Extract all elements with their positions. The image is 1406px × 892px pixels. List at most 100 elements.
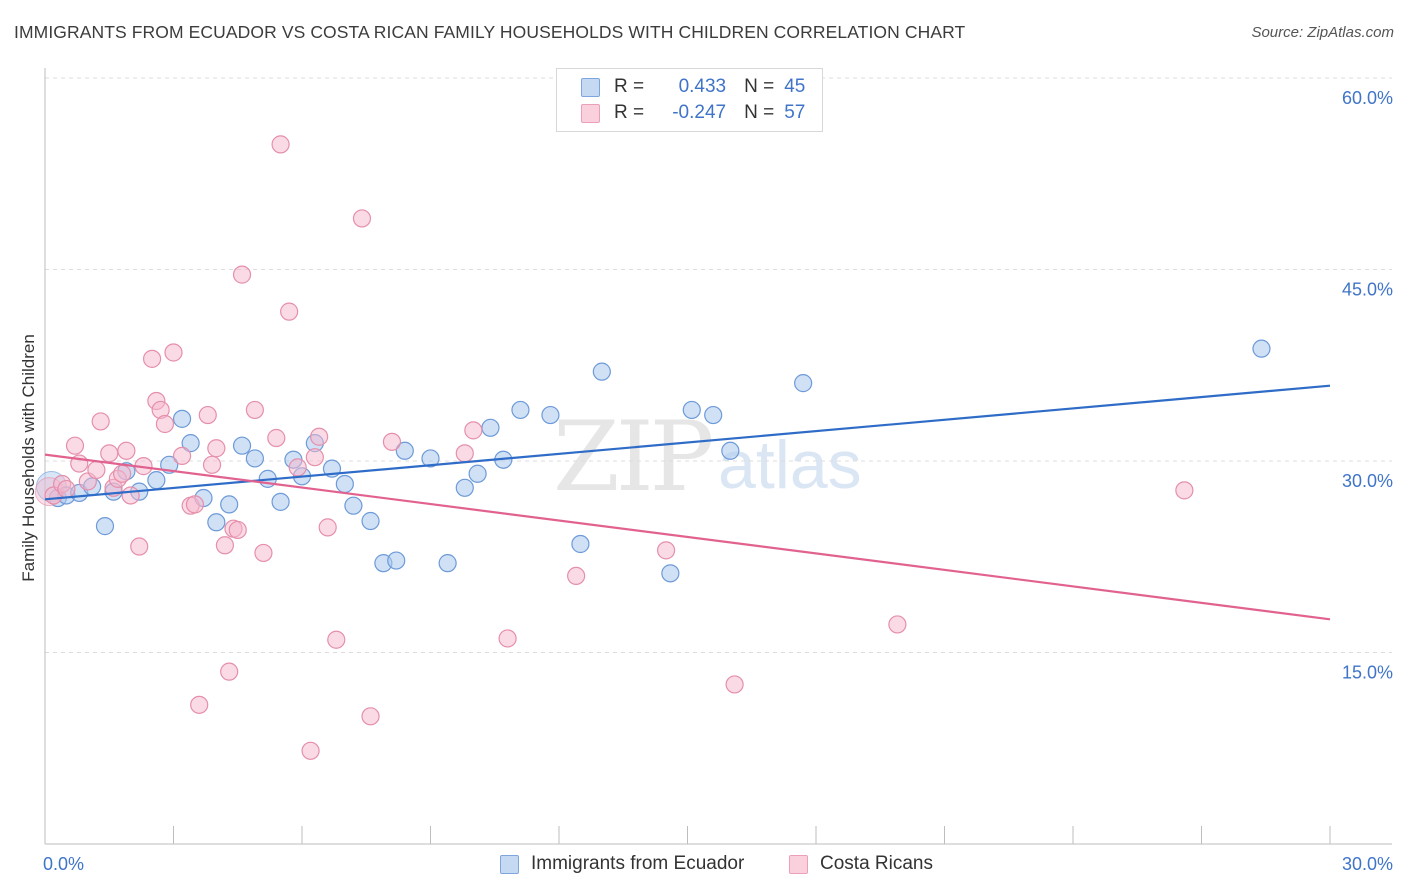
- data-point: [112, 464, 132, 483]
- data-point: [387, 551, 406, 570]
- data-point: [198, 405, 217, 425]
- data-point: [344, 496, 363, 515]
- data-point: [220, 662, 239, 681]
- trend-line: [44, 384, 1331, 501]
- legend-n-label: N =: [744, 102, 775, 123]
- legend-n-value: 45: [784, 76, 806, 97]
- data-point: [91, 412, 110, 431]
- data-point: [464, 421, 483, 440]
- legend-r-value: -0.247: [672, 102, 727, 123]
- data-point: [172, 409, 192, 428]
- data-point: [361, 511, 380, 531]
- data-point: [254, 543, 273, 563]
- data-point: [888, 615, 907, 634]
- data-point: [288, 458, 307, 477]
- data-point: [65, 436, 85, 455]
- data-point: [382, 432, 402, 451]
- data-point: [301, 741, 320, 760]
- y-tick-label: 15.0%: [1342, 663, 1393, 683]
- data-point: [207, 439, 226, 458]
- legend-r-label: R =: [614, 76, 645, 97]
- data-point: [468, 464, 487, 483]
- data-point: [190, 695, 209, 714]
- data-point: [335, 474, 354, 494]
- data-point: [245, 400, 264, 420]
- data-point: [271, 492, 290, 511]
- data-point: [361, 707, 380, 726]
- bottom-legend-costa-rican: Costa Ricans: [789, 851, 933, 877]
- legend-swatch-blue: [581, 77, 600, 97]
- legend-r-label: R =: [614, 102, 645, 123]
- legend-r-value: 0.433: [678, 76, 727, 97]
- data-point: [87, 460, 106, 480]
- data-point: [202, 455, 222, 474]
- data-point: [228, 520, 247, 540]
- data-point: [511, 400, 530, 420]
- data-point: [142, 349, 162, 368]
- bottom-legend-ecuador: Immigrants from Ecuador: [500, 851, 744, 877]
- data-point: [100, 444, 119, 463]
- data-point: [395, 441, 414, 460]
- chart-title: IMMIGRANTS FROM ECUADOR VS COSTA RICAN F…: [14, 22, 966, 42]
- legend-series-name: Immigrants from Ecuador: [531, 853, 745, 874]
- data-point: [1175, 481, 1194, 500]
- data-point: [704, 405, 723, 425]
- legend-n-value: 57: [784, 102, 806, 123]
- data-point: [245, 449, 264, 468]
- legend-series-name: Costa Ricans: [820, 853, 933, 874]
- legend-n-label: N =: [744, 76, 775, 97]
- x-tick-label: 0.0%: [43, 854, 84, 874]
- data-point: [318, 518, 337, 537]
- data-point: [498, 629, 517, 648]
- data-point: [305, 448, 324, 467]
- data-point: [147, 471, 166, 490]
- source-label: Source: ZipAtlas.com: [1251, 24, 1394, 41]
- data-point: [172, 446, 192, 465]
- data-point: [271, 135, 290, 154]
- data-point: [121, 486, 140, 505]
- data-point: [571, 534, 590, 554]
- data-point: [725, 675, 744, 694]
- data-point: [455, 444, 474, 463]
- data-point: [310, 427, 329, 446]
- data-point: [327, 630, 346, 649]
- watermark-zip: ZIP: [553, 401, 712, 513]
- data-point: [721, 441, 740, 460]
- data-point: [130, 537, 149, 556]
- data-point: [207, 513, 226, 532]
- data-point: [232, 265, 252, 284]
- data-point: [57, 479, 76, 499]
- legend-row-costa-rican: R = -0.247 N = 57: [581, 101, 805, 125]
- data-point: [661, 564, 680, 583]
- data-point: [438, 554, 457, 573]
- data-point: [185, 495, 205, 514]
- data-point: [232, 436, 252, 455]
- legend-swatch-pink: [581, 103, 600, 123]
- data-point: [682, 400, 701, 420]
- data-point: [421, 449, 440, 468]
- data-point: [220, 495, 239, 514]
- data-point: [267, 428, 286, 448]
- data-point: [1252, 339, 1271, 358]
- watermark-atlas: atlas: [718, 427, 862, 503]
- data-point: [567, 566, 586, 586]
- data-point: [164, 343, 183, 362]
- y-axis-label: Family Households with Children: [19, 334, 38, 582]
- data-point: [541, 405, 560, 425]
- data-point: [181, 434, 200, 453]
- stats-legend: R = 0.433 N = 45 R = -0.247 N = 57: [556, 68, 823, 132]
- data-point: [117, 441, 136, 460]
- data-point: [155, 414, 175, 434]
- data-point: [656, 541, 676, 560]
- data-point: [352, 209, 372, 228]
- y-tick-label: 45.0%: [1342, 280, 1393, 300]
- legend-swatch-blue: [500, 854, 519, 874]
- data-point: [455, 478, 474, 497]
- y-tick-label: 30.0%: [1342, 471, 1393, 491]
- data-point: [481, 418, 500, 437]
- trend-line: [44, 453, 1331, 621]
- data-point: [794, 374, 813, 393]
- data-point: [280, 302, 299, 321]
- data-point: [592, 362, 611, 381]
